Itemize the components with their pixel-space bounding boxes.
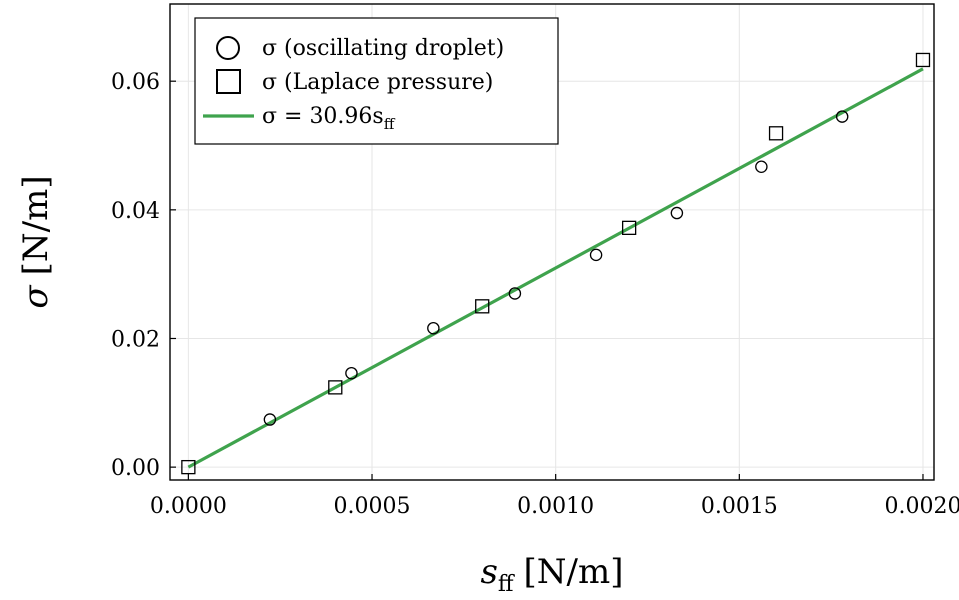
oscillating-droplet-point xyxy=(263,413,277,426)
y-tick-label: 0.00 xyxy=(111,456,160,481)
x-axis-label-unit: [N/m] xyxy=(524,552,624,592)
tick-labels: 0.0000 0.0005 0.0010 0.0015 0.0020 0.00 0.02 0.… xyxy=(111,70,959,519)
laplace-pressure-point xyxy=(768,126,784,141)
oscillating-droplet-point xyxy=(345,366,358,380)
legend-box xyxy=(194,17,559,145)
laplace-pressure-point xyxy=(915,52,931,68)
x-tick-label: 0.0000 xyxy=(150,494,227,519)
y-axis-label: σ [N/m] xyxy=(16,175,56,308)
plot-frame xyxy=(169,3,935,481)
legend-label: σ = 30.96sff xyxy=(262,104,396,133)
laplace-pressure-point xyxy=(181,459,196,475)
legend-label-subscript: ff xyxy=(384,115,396,133)
fit-line xyxy=(187,67,924,469)
legend-label: σ (oscillating droplet) xyxy=(262,36,504,61)
legend-circle-marker xyxy=(216,36,240,60)
x-tick-label: 0.0020 xyxy=(884,494,959,519)
y-tick-label: 0.06 xyxy=(111,70,160,95)
legend-square-marker xyxy=(216,69,241,94)
fit-line-layer xyxy=(187,67,924,469)
oscillating-droplet-point xyxy=(835,110,849,123)
x-tick-label: 0.0005 xyxy=(334,494,411,519)
x-tick-label: 0.0015 xyxy=(701,494,778,519)
y-tick-label: 0.04 xyxy=(111,199,160,224)
laplace-pressure-point xyxy=(475,299,490,314)
oscillating-droplet-point xyxy=(670,206,684,220)
oscillating-droplet-point xyxy=(589,248,603,262)
legend-label: σ (Laplace pressure) xyxy=(262,70,493,95)
oscillating-droplet-point xyxy=(755,160,768,173)
x-tick-label: 0.0010 xyxy=(517,494,594,519)
x-axis-label-var: s xyxy=(480,552,497,592)
y-tick-label: 0.02 xyxy=(111,327,160,352)
markers-layer xyxy=(181,52,931,475)
axis-ticks xyxy=(170,80,924,480)
x-axis-label-sub: ff xyxy=(498,572,515,597)
legend: σ (oscillating droplet) σ (Laplace pressu… xyxy=(194,17,559,145)
oscillating-droplet-point xyxy=(427,321,440,335)
x-axis-label: sff [N/m] xyxy=(480,552,623,597)
laplace-pressure-point xyxy=(621,220,637,235)
oscillating-droplet-point xyxy=(508,287,522,300)
laplace-pressure-point xyxy=(328,380,343,395)
y-axis-label-var: σ xyxy=(16,285,56,309)
y-axis-label-unit: [N/m] xyxy=(16,175,56,275)
